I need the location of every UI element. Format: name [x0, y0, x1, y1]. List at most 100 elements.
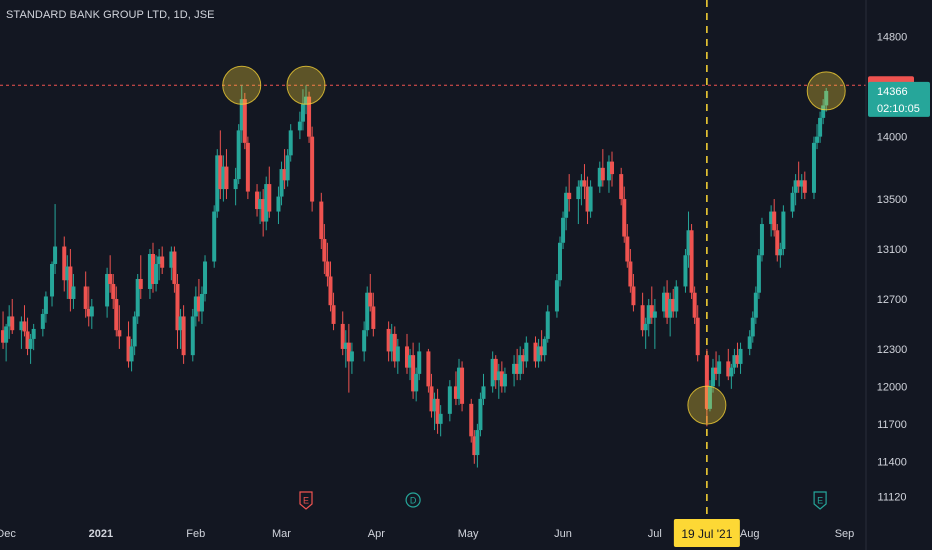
candle-body [726, 361, 731, 377]
candle-body [4, 326, 9, 343]
candle [756, 249, 761, 299]
candle [643, 317, 648, 349]
candle-body [502, 373, 507, 387]
candle [435, 388, 440, 434]
candle-body [729, 367, 734, 377]
time-tick-label: Aug [740, 528, 760, 540]
event-letter: E [817, 496, 823, 506]
candle-body [108, 273, 113, 284]
price-tick-label: 12000 [877, 381, 908, 393]
candle [169, 246, 174, 281]
time-tick-label: Jun [554, 528, 572, 540]
candle [89, 298, 94, 329]
crosshair-date-label: 19 Jul '21 [681, 527, 732, 541]
candle-body [622, 199, 627, 237]
earnings-event-icon[interactable]: E [299, 491, 313, 510]
candle [469, 398, 474, 443]
candle-body [432, 398, 437, 412]
candle-body [533, 342, 538, 362]
highlight-circle [286, 65, 326, 105]
candle-body [772, 211, 777, 231]
time-tick-label: May [458, 528, 479, 540]
candle-body [646, 305, 651, 324]
price-tick-label: 13500 [877, 194, 908, 206]
candles-layer [1, 85, 829, 468]
candle [218, 130, 223, 200]
countdown-label: 02:10:05 [877, 103, 920, 115]
candle-body [203, 261, 208, 294]
candle-body [815, 136, 820, 143]
candle-body [561, 217, 566, 243]
candle [671, 288, 676, 318]
candle-body [481, 386, 486, 399]
candle [772, 199, 777, 237]
candle [362, 321, 367, 362]
candle-body [714, 367, 719, 374]
candle [738, 342, 743, 374]
candle [264, 176, 269, 231]
candle [665, 280, 670, 324]
candle [796, 161, 801, 193]
highlight-circle [806, 71, 846, 111]
candle-body [395, 346, 400, 362]
candle [7, 305, 12, 339]
candle [62, 236, 67, 292]
event-shape [405, 492, 421, 508]
candle [25, 317, 30, 356]
candle [411, 342, 416, 399]
candle [799, 174, 804, 200]
candle-body [631, 286, 636, 306]
candle-body [297, 121, 302, 131]
candle-body [499, 371, 504, 387]
candle-body [460, 367, 465, 404]
candle [628, 249, 633, 293]
candle [481, 373, 486, 406]
candle-body [435, 398, 440, 424]
candle-body [692, 292, 697, 318]
candle-body [426, 351, 431, 387]
candle [132, 311, 137, 356]
time-axis[interactable]: Dec 2021 Feb Mar Apr May Jun Jul Aug Sep [0, 528, 854, 540]
candle-body [340, 323, 345, 349]
candle-body [493, 358, 498, 381]
candle [515, 348, 520, 381]
candle [105, 267, 110, 318]
candle [499, 361, 504, 393]
earnings-event-icon[interactable]: E [813, 491, 827, 510]
candle-body [674, 286, 679, 312]
candle-body [86, 308, 91, 317]
candle [554, 273, 559, 318]
candle-body [717, 361, 722, 374]
candle [692, 286, 697, 324]
candle [619, 167, 624, 206]
candle-body [824, 90, 829, 106]
candle [108, 255, 113, 293]
candle [561, 211, 566, 250]
candle-body [62, 246, 67, 281]
candle [662, 286, 667, 318]
candle-body [512, 363, 517, 374]
candle-body [111, 283, 116, 299]
candle-body [28, 338, 33, 349]
candle-body [414, 373, 419, 392]
candle-body [362, 330, 367, 352]
candle [282, 149, 287, 190]
candle-body [707, 386, 712, 409]
dividend-event-icon[interactable]: D [405, 492, 421, 508]
candle-body [175, 283, 180, 331]
candle-body [368, 292, 373, 307]
candle-body [640, 305, 645, 331]
candle-body [7, 316, 12, 327]
candle [521, 348, 526, 374]
candle-body [276, 196, 281, 212]
price-axis[interactable]: 14800 14000 13500 13100 12700 12300 12000 11700… [877, 32, 908, 504]
candle-body [365, 292, 370, 331]
candle-body [267, 184, 272, 212]
candle [288, 124, 293, 162]
candle-body [264, 184, 269, 222]
candle-body [408, 355, 413, 368]
candle [717, 355, 722, 387]
candle [267, 166, 272, 218]
